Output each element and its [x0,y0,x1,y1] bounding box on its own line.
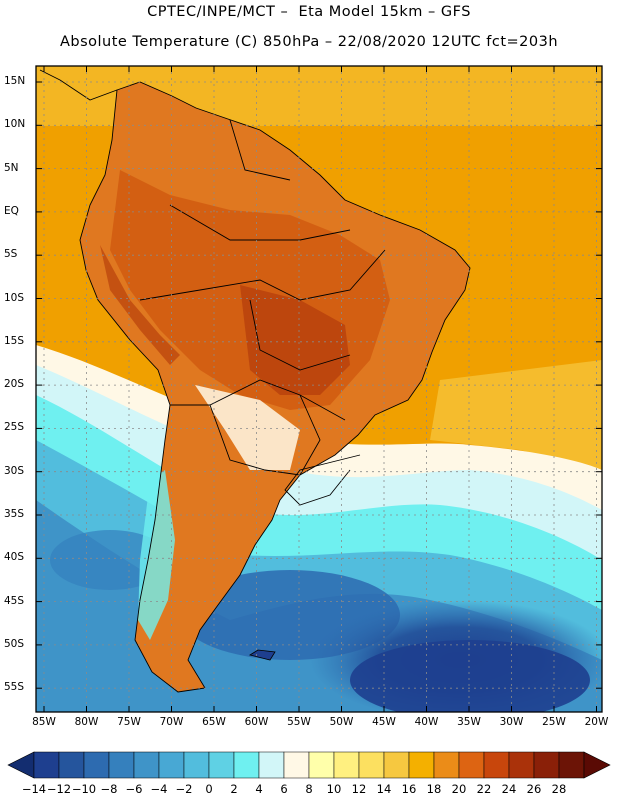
colorbar-cell [108,751,135,779]
falkland-islands [248,649,276,661]
colorbar-cell [483,751,510,779]
colorbar-tick-label: −14 [21,782,47,796]
colorbar-tick-label: 4 [255,782,263,796]
lat-label: EQ [4,204,19,217]
lat-label: 10S [4,291,25,304]
colorbar-cell [158,751,185,779]
colorbar-cell [533,751,560,779]
colorbar-tick-label: 14 [376,782,392,796]
colorbar-tick-label: 0 [205,782,213,796]
lat-label: 35S [4,508,25,520]
colorbar-cell [383,751,410,779]
lon-label: 75W [117,716,141,728]
graticule [36,66,602,712]
colorbar-tick-label: 26 [526,782,542,796]
lat-label: 30S [4,464,25,477]
colorbar-tick-label: 12 [351,782,367,796]
colorbar-cell [508,751,535,779]
colorbar-cell [358,751,385,779]
colorbar-cell [208,751,235,779]
colorbar-tick-label: 8 [305,782,313,796]
colorbar-tick-label: 18 [426,782,442,796]
lat-label: 15N [4,75,26,87]
colorbar-tick-label: −4 [150,782,168,796]
colorbar-cell [233,751,260,779]
colorbar-tick-label: 22 [476,782,492,796]
colorbar-tick-label: 24 [501,782,517,796]
lon-label: 80W [74,716,99,728]
lon-label: 70W [159,716,184,728]
temperature-field [36,66,602,712]
colorbar-tick-label: 6 [280,782,288,796]
colorbar-cell [558,751,585,779]
colorbar-tick-label: 2 [230,782,238,796]
colorbar-cell [308,751,335,779]
colorbar-cell [133,751,160,779]
lon-label: 65W [202,716,226,728]
colorbar-tick-label: −8 [100,782,118,796]
lon-label: 45W [372,716,396,728]
title-line-2: Absolute Temperature (C) 850hPa – 22/08/… [59,34,559,50]
lat-label: 45S [4,594,25,607]
lat-label: 10N [4,118,26,131]
lon-label: 20W [584,716,609,728]
coastlines-borders [39,69,471,693]
lat-label: 40S [4,551,25,564]
lat-label: 15S [4,334,25,347]
colorbar-tick-label: 28 [551,782,567,796]
lon-label: 55W [287,716,311,728]
lat-label: 20S [4,378,25,391]
lat-label: 5N [4,161,19,174]
lon-label: 30W [499,716,524,728]
colorbar-cell [58,751,85,779]
colorbar-cell [83,751,110,779]
colorbar-tick-label: −10 [71,782,97,796]
lon-label: 60W [244,716,269,728]
colorbar-cell [283,751,310,779]
colorbar [7,751,611,779]
colorbar-cell [408,751,435,779]
colorbar-tick-label: 20 [451,782,467,796]
lon-label: 85W [32,716,56,728]
colorbar-cell [183,751,210,779]
colorbar-tick-label: −2 [175,782,193,796]
lat-label: 55S [4,681,25,694]
colorbar-tick-label: 16 [401,782,417,796]
colorbar-cell [433,751,460,779]
colorbar-min-arrow [7,751,35,779]
lon-label: 40W [414,716,439,728]
colorbar-max-arrow [583,751,611,779]
lat-label: 50S [4,637,25,650]
lat-label: 5S [4,248,18,261]
colorbar-cell [333,751,360,779]
lon-label: 50W [329,716,354,728]
colorbar-cell [33,751,60,779]
colorbar-cell [458,751,485,779]
title-line-1: CPTEC/INPE/MCT – Eta Model 15km – GFS [147,4,471,20]
colorbar-cell [258,751,285,779]
colorbar-tick-label: −6 [125,782,143,796]
colorbar-tick-label: 10 [326,782,342,796]
map-frame [35,65,603,713]
lon-label: 35W [457,716,481,728]
lon-label: 25W [542,716,566,728]
lat-label: 25S [4,421,25,434]
axis-ticks [36,66,602,712]
colorbar-tick-label: −12 [46,782,72,796]
